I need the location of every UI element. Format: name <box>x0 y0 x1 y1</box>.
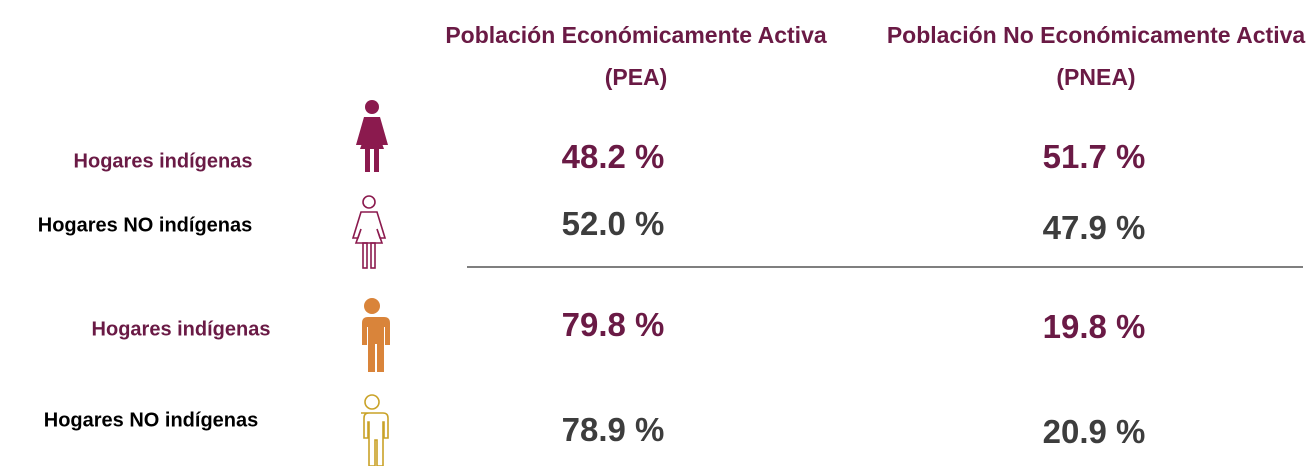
value: 78.9 % <box>561 411 665 448</box>
value: 19.8 % <box>1042 308 1146 345</box>
man-outline-icon <box>361 394 389 466</box>
man-filled-icon <box>360 298 390 372</box>
column-header: Población No Económicamente Activa (PNEA… <box>886 22 1306 90</box>
column-header: Población Económicamente Activa (PEA) <box>445 22 827 90</box>
woman-filled-icon <box>356 100 388 172</box>
value: 79.8 % <box>561 306 665 343</box>
value: 20.9 % <box>1042 413 1146 450</box>
value: 52.0 % <box>561 205 665 242</box>
row-label: Hogares NO indígenas <box>43 409 259 432</box>
row-label: Hogares indígenas <box>91 318 271 341</box>
value: 48.2 % <box>561 138 665 175</box>
row-label: Hogares NO indígenas <box>37 214 253 237</box>
row-label: Hogares indígenas <box>73 150 253 173</box>
value: 47.9 % <box>1042 209 1146 246</box>
woman-outline-icon <box>351 195 387 269</box>
value: 51.7 % <box>1042 138 1146 175</box>
